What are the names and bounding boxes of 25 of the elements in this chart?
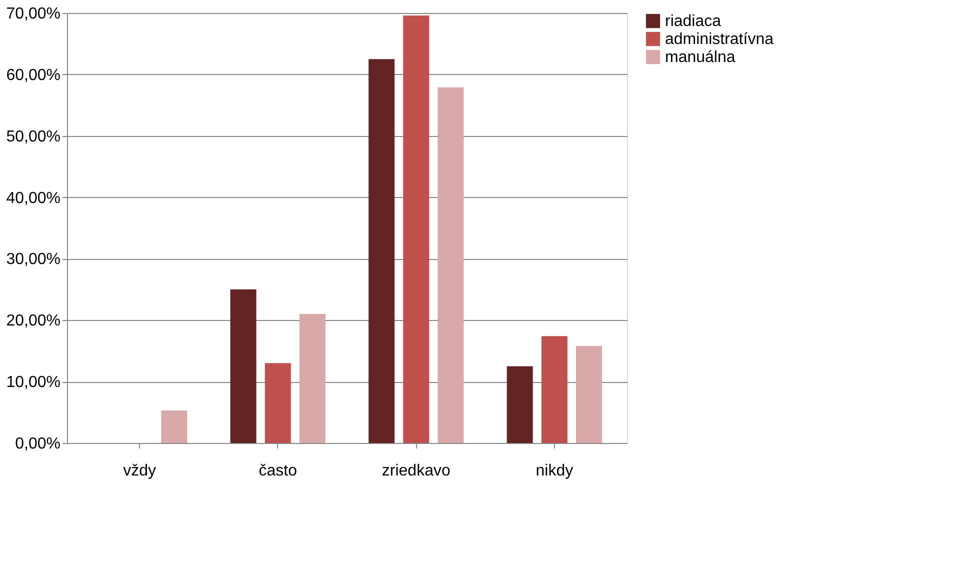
y-tick-label: 50,00% xyxy=(6,128,60,146)
bar xyxy=(161,410,188,443)
bar xyxy=(368,59,395,443)
y-tick-label: 20,00% xyxy=(6,312,60,330)
y-tick-label: 40,00% xyxy=(6,190,60,207)
x-tick-label: nikdy xyxy=(536,462,574,480)
bar xyxy=(541,336,568,443)
y-tick-label: 10,00% xyxy=(6,374,60,392)
bar xyxy=(506,366,533,443)
bar xyxy=(403,15,430,443)
y-tick-label: 0,00% xyxy=(15,436,60,452)
legend-label: manuálna xyxy=(665,49,736,66)
y-tick-label: 70,00% xyxy=(6,6,60,22)
y-tick-label: 60,00% xyxy=(6,66,60,84)
bar xyxy=(230,289,256,443)
y-tick-label: 30,00% xyxy=(6,251,60,268)
x-tick-label: často xyxy=(258,462,298,480)
legend-label: riadiaca xyxy=(665,13,722,30)
x-tick-label: zriedkavo xyxy=(382,462,450,480)
bar xyxy=(438,87,464,443)
legend-label: administratívna xyxy=(665,31,774,48)
x-tick-label: vždy xyxy=(123,462,156,480)
bar xyxy=(576,346,602,443)
bar xyxy=(299,314,326,443)
bar xyxy=(264,363,291,443)
